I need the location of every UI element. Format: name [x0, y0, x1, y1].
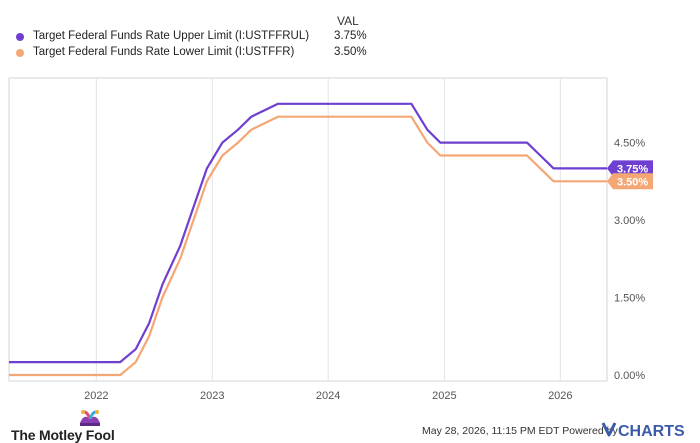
end-tag-label: 3.75%: [617, 163, 648, 175]
chart-series: [9, 102, 607, 377]
rate-line-chart: 2022 2023 2024 2025 2026 0.00% 1.50% 3.00% 4.50%…: [8, 77, 653, 402]
x-tick-label: 2022: [84, 390, 108, 402]
x-tick-label: 2026: [548, 390, 572, 402]
legend-swatch-lower: [16, 49, 24, 57]
chart-end-labels: 3.75%3.50%: [607, 160, 653, 190]
y-tick-label: 0.00%: [614, 370, 645, 382]
end-tag-upper: 3.75%: [607, 160, 653, 177]
chart-footer: The Motley Fool May 28, 2026, 11:15 PM E…: [0, 408, 700, 443]
svg-text:CHARTS: CHARTS: [618, 423, 685, 440]
legend-label-lower: Target Federal Funds Rate Lower Limit (I…: [33, 46, 295, 58]
plot-frame: [8, 77, 608, 382]
legend-label-upper: Target Federal Funds Rate Upper Limit (I…: [33, 30, 310, 42]
motley-fool-logo: The Motley Fool: [11, 427, 115, 443]
x-tick-label: 2023: [200, 390, 224, 402]
series-line-upper: [9, 102, 607, 364]
x-tick-label: 2024: [316, 390, 340, 402]
jester-hat-icon: [80, 410, 100, 426]
legend-value-upper: 3.75%: [334, 30, 367, 42]
y-tick-label: 3.00%: [614, 215, 645, 227]
x-tick-label: 2025: [432, 390, 456, 402]
legend-value-header: VAL: [337, 14, 359, 28]
end-tag-lower: 3.50%: [607, 173, 653, 190]
legend-swatch-upper: [16, 33, 24, 41]
footer-timestamp: May 28, 2026, 11:15 PM EDT Powered by: [422, 425, 618, 437]
legend-value-lower: 3.50%: [334, 46, 367, 58]
series-line-lower: [9, 115, 607, 377]
chart-gridlines: [8, 77, 608, 382]
chart-legend: VAL Target Federal Funds Rate Upper Limi…: [0, 0, 700, 60]
y-tick-label: 4.50%: [614, 138, 645, 150]
y-tick-label: 1.50%: [614, 293, 645, 305]
chart-axes: 2022 2023 2024 2025 2026 0.00% 1.50% 3.00% 4.50%: [84, 138, 645, 402]
ycharts-logo: CHARTS: [601, 422, 685, 440]
end-tag-label: 3.50%: [617, 176, 648, 188]
